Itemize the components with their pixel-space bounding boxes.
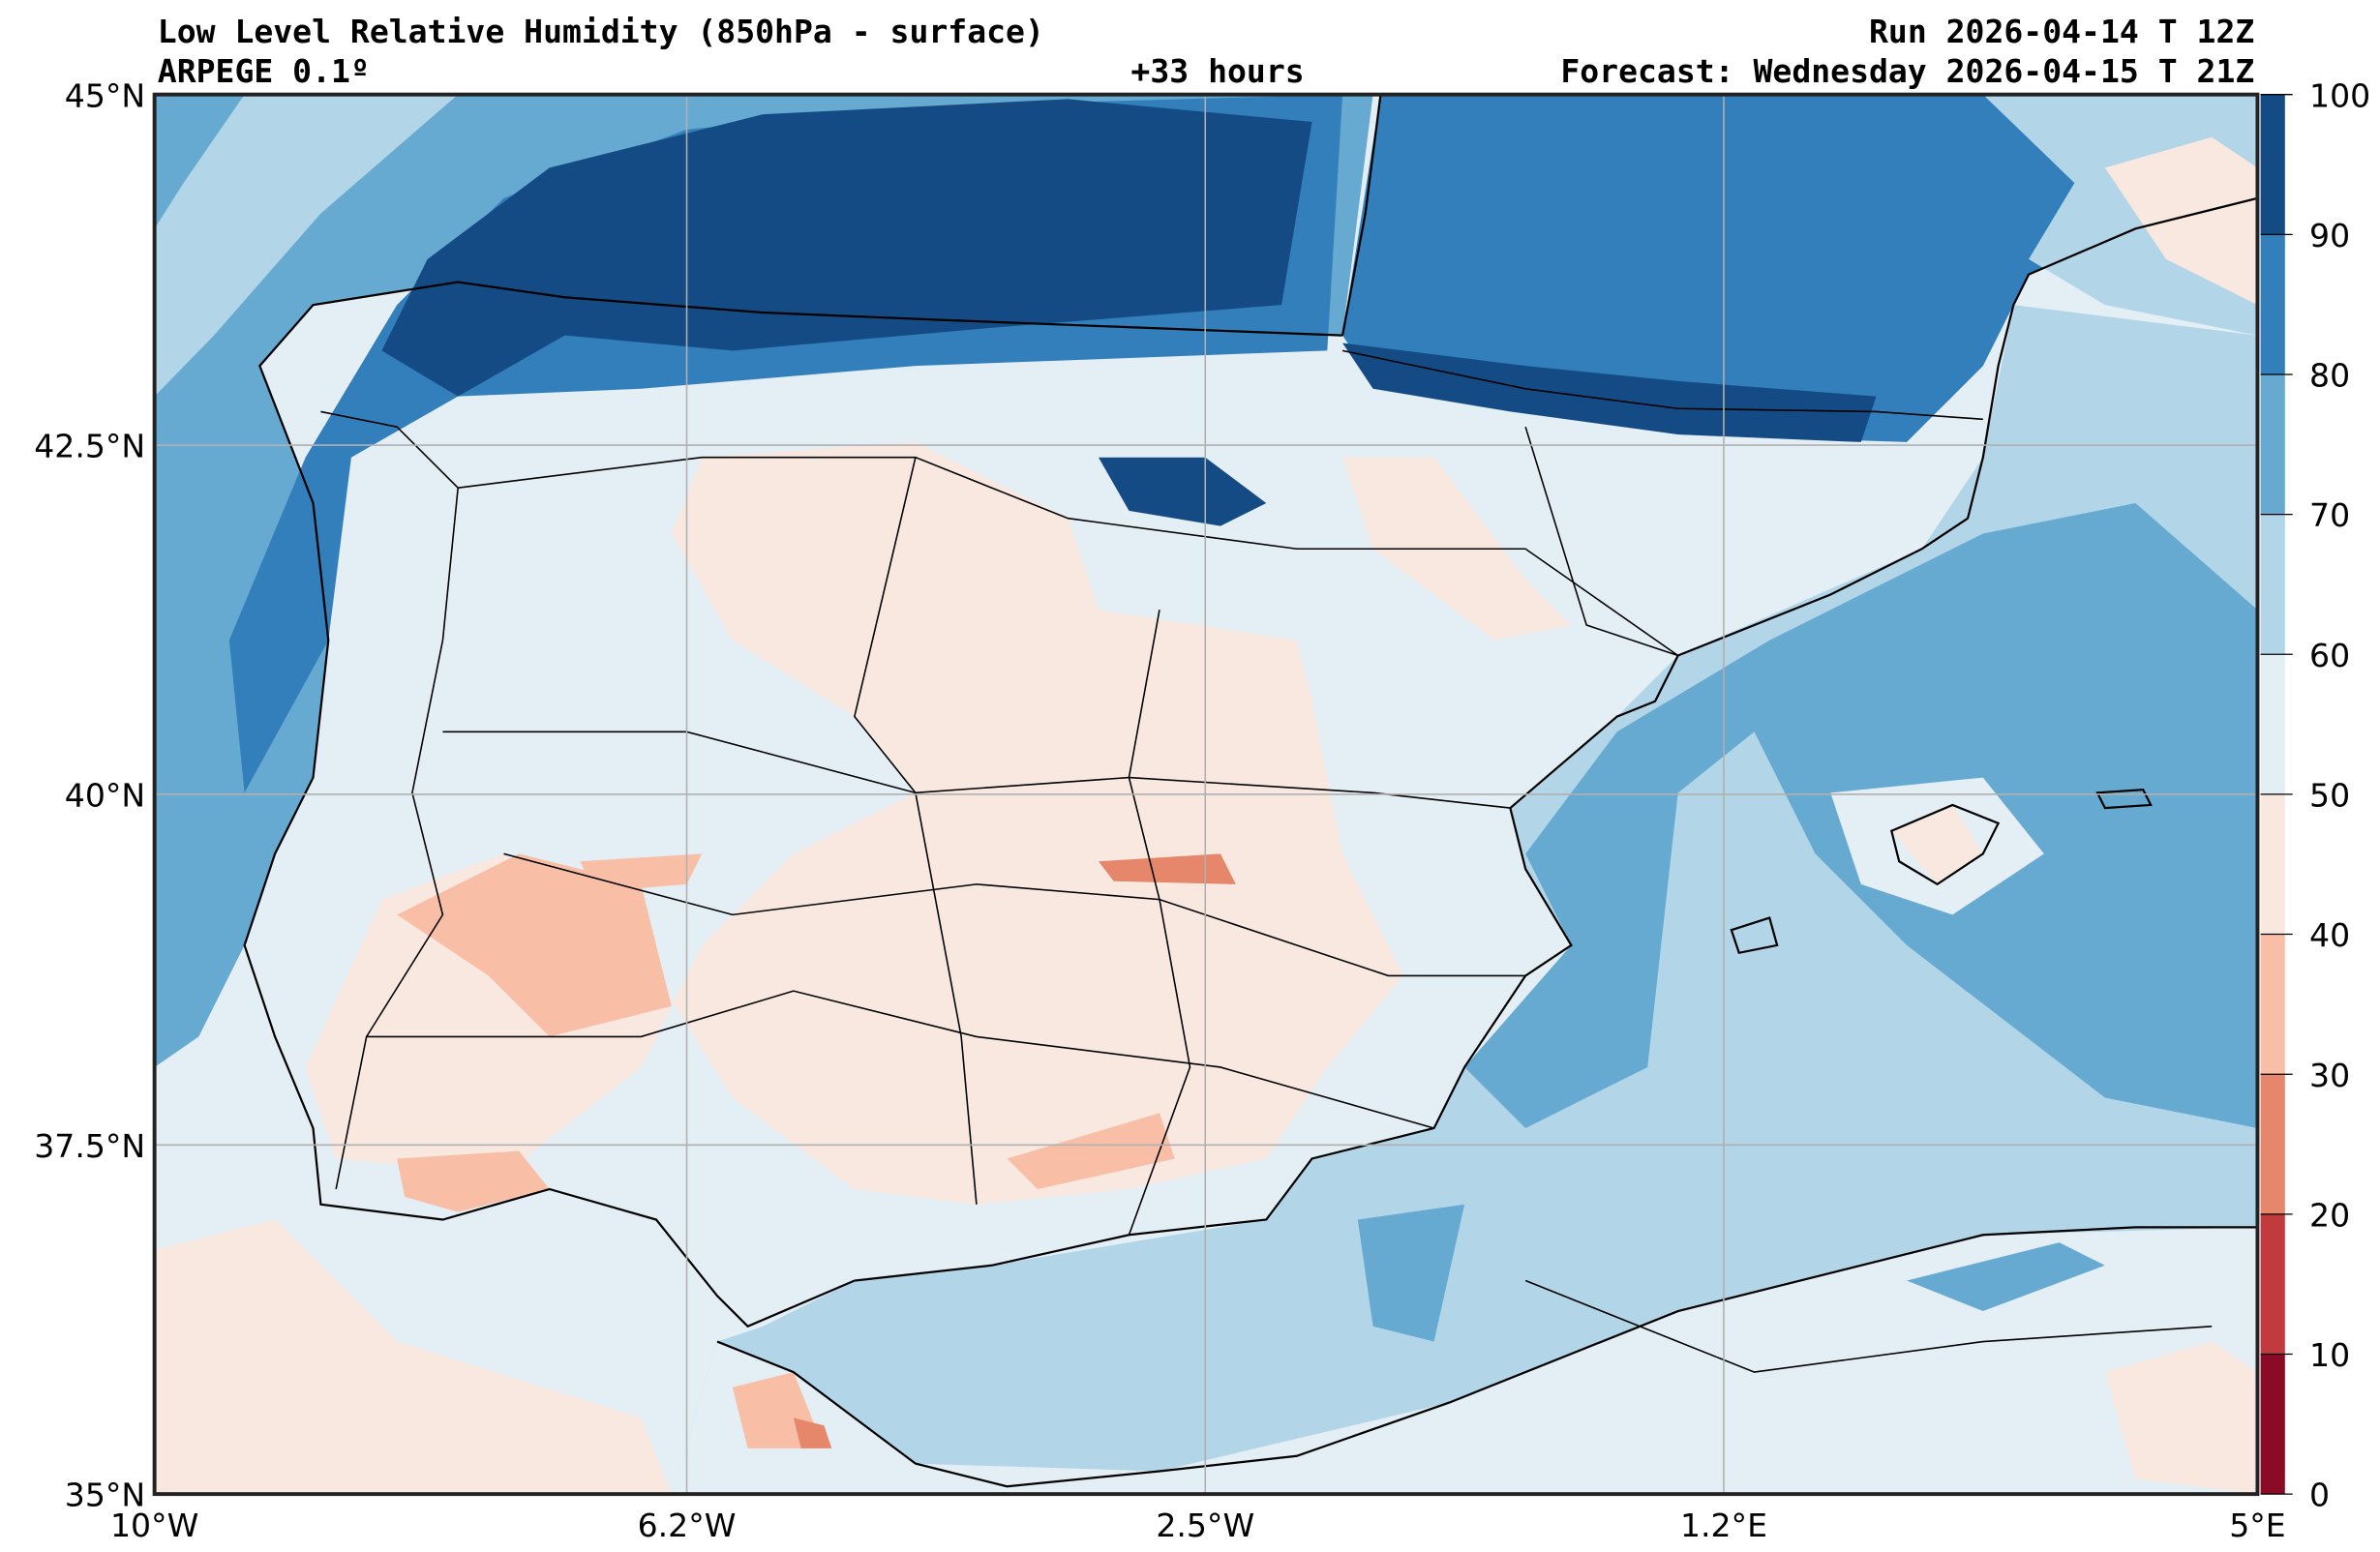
run-label: Run 2026-04-14 T 12Z <box>1869 13 2254 50</box>
chart-title: Low Level Relative Humidity (850hPa - su… <box>158 13 1044 50</box>
field-20-30 <box>1098 853 1236 884</box>
colorbar-segment <box>2260 234 2285 374</box>
field-20-30 <box>793 1418 832 1448</box>
field-70-80 <box>1907 1242 2105 1312</box>
lon-tick-label: 5°E <box>2229 1507 2285 1544</box>
colorbar-segment <box>2260 94 2285 235</box>
colorbar-segment <box>2260 373 2285 515</box>
colorbar-tick-label: 40 <box>2309 916 2350 954</box>
field-30-40 <box>397 1150 550 1212</box>
field-40-50 <box>2104 1341 2258 1495</box>
field-60-70 <box>154 94 459 397</box>
colorbar-tick-label: 30 <box>2309 1057 2350 1094</box>
coastlines <box>243 94 2258 1488</box>
colorbar-segment <box>2260 1074 2285 1214</box>
field-30-40 <box>397 853 672 1037</box>
lat-tick-label: 40°N <box>65 777 145 815</box>
colorbar-tick-label: 0 <box>2309 1477 2330 1514</box>
field-50-60 <box>671 1227 2258 1495</box>
field-90-100 <box>1342 343 1877 442</box>
colorbar: 0 10 20 30 40 50 60 70 80 90 100 <box>2260 76 2370 1514</box>
lon-ticks: 10°W 6.2°W 2.5°W 1.2°E 5°E <box>110 1507 2286 1544</box>
colorbar-tick-label: 70 <box>2309 496 2350 534</box>
lat-tick-label: 37.5°N <box>34 1127 145 1165</box>
colorbar-segment <box>2260 1354 2285 1495</box>
colorbar-segment <box>2260 793 2285 935</box>
lead-time-label: +33 hours <box>1130 52 1304 90</box>
colorbar-tick-label: 10 <box>2309 1336 2350 1374</box>
colorbar-tick-label: 20 <box>2309 1196 2350 1234</box>
lon-tick-label: 2.5°W <box>1156 1507 1254 1544</box>
forecast-label: Forecast: Wednesday 2026-04-15 T 21Z <box>1560 52 2254 90</box>
lat-tick-label: 35°N <box>65 1477 145 1514</box>
colorbar-tick-label: 60 <box>2309 637 2350 674</box>
colorbar-tick-label: 50 <box>2309 777 2350 815</box>
lat-tick-label: 42.5°N <box>34 428 145 465</box>
lon-tick-label: 1.2°E <box>1680 1507 1767 1544</box>
field-40-50 <box>154 1219 672 1495</box>
field-40-50 <box>1891 804 1983 884</box>
colorbar-segment <box>2260 654 2285 794</box>
field-30-40 <box>1007 1113 1175 1189</box>
colorbar-segment <box>2260 934 2285 1075</box>
colorbar-tick-label: 90 <box>2309 217 2350 254</box>
field-90-100 <box>381 99 1312 397</box>
field-70-80 <box>1357 1204 1465 1342</box>
model-label: ARPEGE 0.1º <box>158 52 370 90</box>
field-40-50 <box>2104 136 2258 306</box>
lat-ticks: 45°N 42.5°N 40°N 37.5°N 35°N <box>34 76 145 1513</box>
gridlines <box>154 94 2258 1495</box>
map-area <box>154 94 2258 1495</box>
lon-tick-label: 6.2°W <box>638 1507 737 1544</box>
colorbar-tick-label: 80 <box>2309 357 2350 395</box>
field-70-80 <box>154 94 245 229</box>
borders <box>320 349 2213 1373</box>
field-80-90 <box>1342 94 2258 442</box>
lon-tick-label: 10°W <box>110 1507 198 1544</box>
colorbar-tick-label: 100 <box>2309 76 2370 114</box>
lat-tick-label: 45°N <box>65 76 145 114</box>
colorbar-segment <box>2260 514 2285 655</box>
colorbar-segment <box>2260 1213 2285 1355</box>
map-frame <box>152 92 2260 1497</box>
field-90-100 <box>1098 457 1267 526</box>
